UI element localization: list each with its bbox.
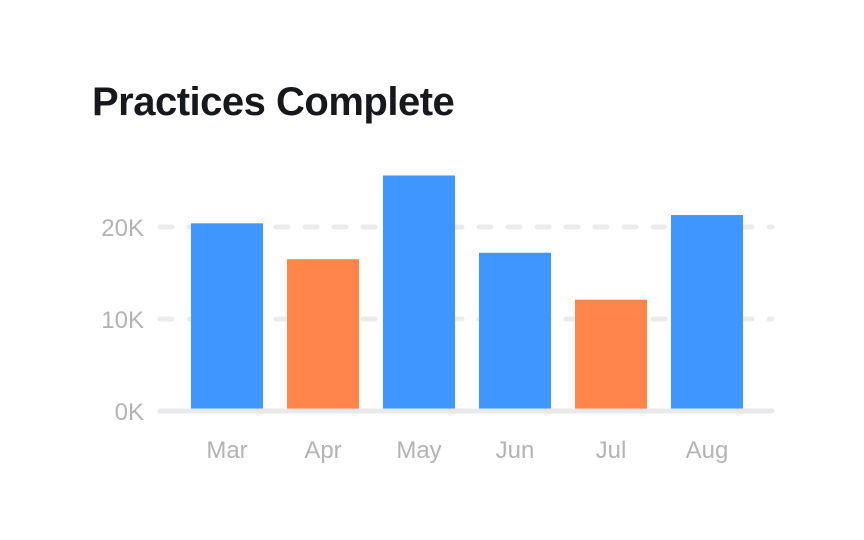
bar-apr [287,259,359,411]
y-tick-label: 10K [101,307,144,334]
bars [191,175,743,411]
bar-jun [479,252,551,411]
y-tick-label: 20K [101,215,144,242]
chart-title: Practices Complete [92,80,455,124]
bar-may [383,175,455,411]
bar-jul [575,299,647,411]
x-tick-label: May [396,437,441,464]
x-tick-label: Aug [686,437,729,464]
bar-mar [191,223,263,411]
axes: 0K 10K 20K Mar Apr May Jun Jul Aug [101,215,775,464]
x-tick-label: Jun [496,437,535,464]
x-tick-label: Jul [596,437,627,464]
y-tick-label: 0K [115,399,144,426]
x-tick-label: Apr [304,437,341,464]
x-tick-label: Mar [206,437,247,464]
bar-aug [671,215,743,411]
